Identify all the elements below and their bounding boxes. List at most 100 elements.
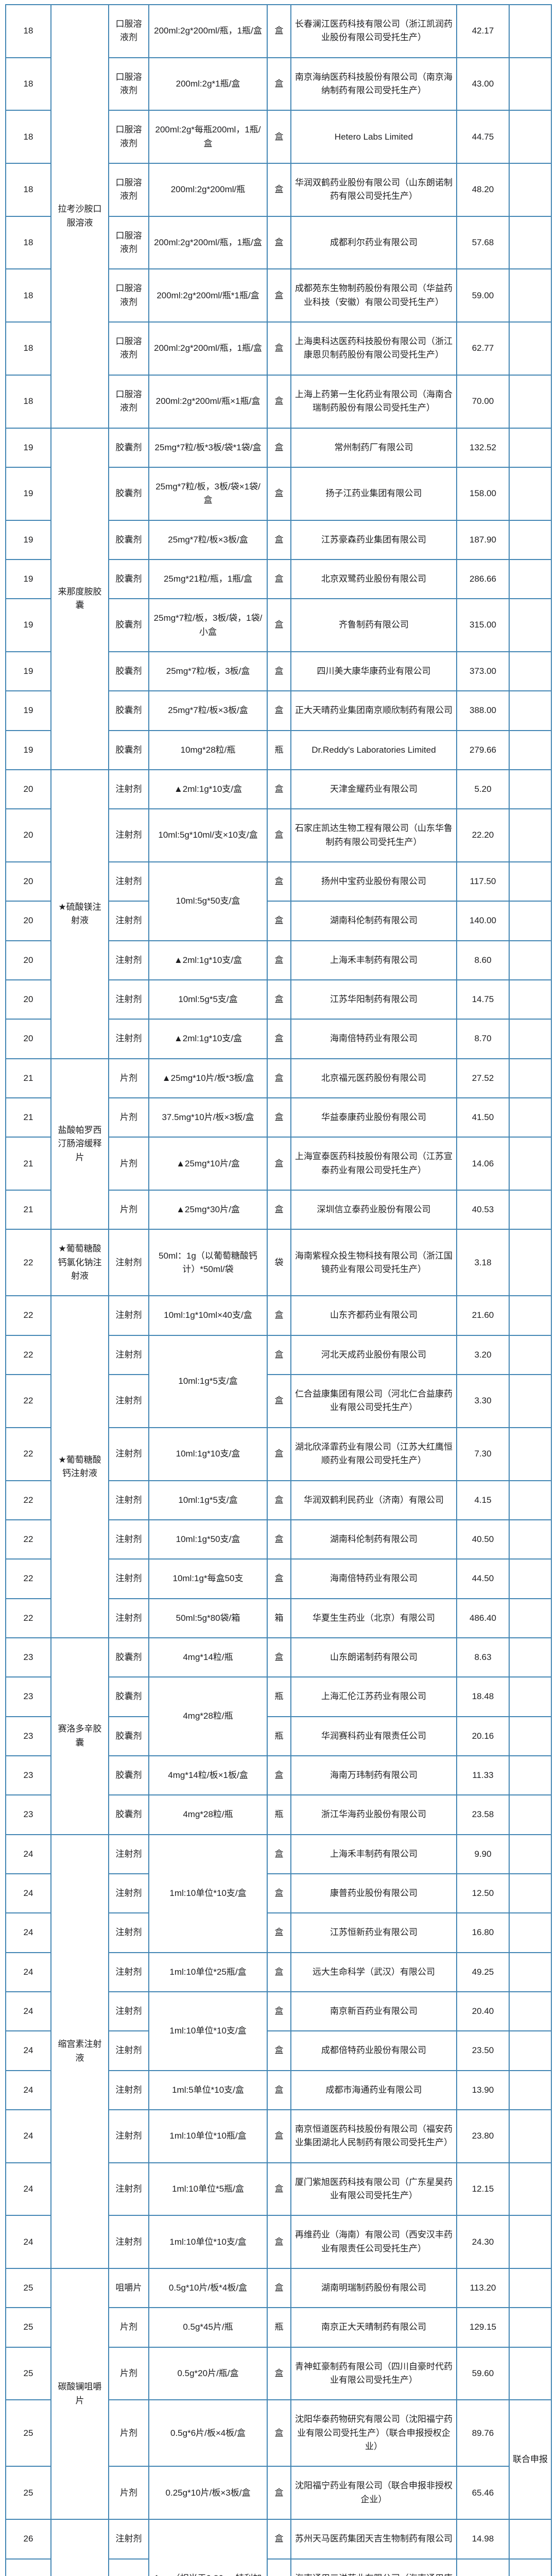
dosage-form-cell: 胶囊剂 [108, 1755, 149, 1796]
unit-cell: 盒 [267, 2215, 291, 2269]
unit-cell: 盒 [267, 1637, 291, 1678]
remark-cell [509, 2268, 552, 2309]
dosage-form-cell: 注射剂 [108, 1295, 149, 1336]
dosage-form-cell: 注射剂 [108, 2215, 149, 2269]
price-cell: 43.00 [456, 57, 510, 111]
company-cell: 湖南明瑞制药股份有限公司 [290, 2268, 457, 2309]
unit-cell: 瓶 [267, 730, 291, 770]
company-cell: 成都倍特药业股份有限公司 [290, 2030, 457, 2071]
unit-cell: 盒 [267, 1058, 291, 1099]
unit-cell: 盒 [267, 215, 291, 270]
dosage-form-cell: 片剂 [108, 1058, 149, 1099]
unit-cell: 盒 [267, 519, 291, 560]
spec-cell: 25mg*7粒/板，3板/袋，1袋/小盒 [148, 598, 268, 652]
table-row: 22 注射剂 10ml:1g*每盒50支盒海南倍特药业有限公司 44.50 [5, 1558, 552, 1599]
row-number-cell: 24 [5, 1873, 51, 1914]
drug-price-table: 18 拉考沙胺口服溶液 口服溶液剂 200ml:2g*200ml/瓶，1瓶/盒盒长春澜… [5, 4, 552, 2576]
table-row: 25 片剂 0.25g*10片/板×3板/盒盒沈阳福宁药业有限公司（联合申报非授权企… [5, 2466, 551, 2520]
remark-cell [509, 163, 552, 217]
spec-cell: 200ml:2g*200ml/瓶，1瓶/盒 [148, 321, 268, 376]
table-row: 24 注射剂 盒江苏恒新药业有限公司 16.80 [5, 1912, 552, 1953]
table-row: 24 注射剂 1ml:10单位*10支/盒盒南京新百药业有限公司 20.40 [5, 1991, 552, 2071]
unit-cell: 盒 [267, 2346, 291, 2401]
price-cell: 113.20 [456, 2268, 510, 2309]
spec-cell: 10ml:1g*5支/盒 [148, 1480, 268, 1520]
dosage-form-cell: 注射剂 [108, 1229, 149, 1297]
remark-cell [509, 215, 552, 270]
company-cell: 湖北欣泽霏药业有限公司（江苏大红鹰恒顺药业有限公司受托生产） [290, 1427, 457, 1481]
spec-cell: 25mg*7粒/板×3板/盒 [148, 690, 268, 731]
spec-cell: 4mg*28粒/瓶 [148, 1676, 268, 1756]
company-cell: 海南通用三洋药业有限公司（海南通用康力制药有限公司受托生产） [290, 2558, 457, 2576]
company-cell: 苏州天马医药集团天吉生物制药有限公司 [290, 2519, 457, 2560]
company-cell: 成都市海通药业有限公司 [290, 2070, 457, 2111]
price-cell: 40.50 [456, 1519, 510, 1560]
unit-cell: 盒 [267, 1190, 291, 1230]
unit-cell: 盒 [267, 2519, 291, 2560]
table-row: 22 ★葡萄糖酸钙氯化钠注射液 注射剂 50ml：1g（以葡萄糖酸钙计）*50ml/袋… [5, 1229, 552, 1297]
dosage-form-cell: 注射剂 [108, 901, 149, 941]
table-row: 26 注射剂 盒海南通用三洋药业有限公司（海南通用康力制药有限公司受托生产）15.9… [5, 2558, 552, 2576]
company-cell: 厦门紫旭医药科技有限公司（广东星昊药业有限公司受托生产） [290, 2162, 457, 2216]
company-cell: 湖南科伦制药有限公司 [290, 1519, 457, 1560]
company-cell: 上海禾丰制药有限公司 [290, 940, 457, 981]
unit-cell: 盒 [267, 2030, 291, 2071]
remark-cell [509, 730, 552, 770]
price-cell: 5.20 [456, 769, 510, 810]
table-row: 20 注射剂 10ml:5g*5支/盒盒江苏华阳制药有限公司 14.75 [5, 979, 552, 1020]
spec-cell: 1ml:5单位*10支/盒 [148, 2070, 268, 2111]
table-row: 23 赛洛多辛胶囊 胶囊剂 4mg*14粒/瓶盒山东朗诺制药有限公司 8.63 [5, 1637, 552, 1835]
company-cell: 扬子江药业集团有限公司 [290, 466, 457, 521]
dosage-form-cell: 注射剂 [108, 1834, 149, 1874]
price-cell: 279.66 [456, 730, 510, 770]
price-cell: 286.66 [456, 558, 510, 600]
dosage-form-cell: 片剂 [108, 2307, 149, 2348]
remark-cell [509, 1190, 552, 1230]
table-row: 22 注射剂 10ml:1g*10支/盒盒湖北欣泽霏药业有限公司（江苏大红鹰恒顺药业… [5, 1427, 552, 1481]
unit-cell: 盒 [267, 1480, 291, 1520]
spec-cell: 50ml：1g（以葡萄糖酸钙计）*50ml/袋 [148, 1229, 268, 1297]
price-cell: 14.98 [456, 2519, 510, 2560]
price-cell: 23.50 [456, 2030, 510, 2071]
company-cell: 仁合益康集团有限公司（河北仁合益康药业有限公司受托生产） [290, 1374, 457, 1428]
remark-cell [509, 2558, 552, 2576]
row-number-cell: 20 [5, 861, 51, 902]
dosage-form-cell: 注射剂 [108, 1374, 149, 1428]
company-cell: 山东齐都药业有限公司 [290, 1295, 457, 1336]
price-cell: 388.00 [456, 690, 510, 731]
remark-cell [509, 2346, 552, 2401]
table-row: 24 注射剂 盒成都倍特药业股份有限公司 23.50 [5, 2030, 552, 2071]
remark-cell [509, 374, 552, 429]
table-row: 23 胶囊剂 4mg*28粒/瓶瓶浙江华海药业股份有限公司 23.58 [5, 1794, 552, 1835]
company-cell: 山东朗诺制药有限公司 [290, 1637, 457, 1678]
price-cell: 7.30 [456, 1427, 510, 1481]
unit-cell: 盒 [267, 2399, 291, 2467]
unit-cell: 盒 [267, 1755, 291, 1796]
dosage-form-cell: 注射剂 [108, 2070, 149, 2111]
unit-cell: 瓶 [267, 1794, 291, 1835]
dosage-form-cell: 口服溶液剂 [108, 321, 149, 376]
dosage-form-cell: 注射剂 [108, 1019, 149, 1059]
dosage-form-cell: 注射剂 [108, 1912, 149, 1953]
row-number-cell: 24 [5, 1912, 51, 1953]
drug-price-table-body: 18 拉考沙胺口服溶液 口服溶液剂 200ml:2g*200ml/瓶，1瓶/盒盒长春澜… [5, 4, 552, 2576]
company-cell: 常州制药厂有限公司 [290, 427, 457, 468]
remark-cell [509, 2109, 552, 2163]
drug-name-cell: 缩宫素注射液 [50, 1834, 109, 2269]
remark-cell [509, 1952, 552, 1992]
price-cell: 11.33 [456, 1755, 510, 1796]
dosage-form-cell: 注射剂 [108, 1480, 149, 1520]
row-number-cell: 23 [5, 1716, 51, 1756]
dosage-form-cell: 注射剂 [108, 2558, 149, 2576]
price-cell: 14.75 [456, 979, 510, 1020]
row-number-cell: 18 [5, 321, 51, 376]
company-cell: 正大天晴药业集团南京顺欣制药有限公司 [290, 690, 457, 731]
table-row: 19 胶囊剂 25mg*7粒/板×3板/盒盒正大天晴药业集团南京顺欣制药有限公司 38… [5, 690, 552, 731]
dosage-form-cell: 注射剂 [108, 769, 149, 810]
price-cell: 23.58 [456, 1794, 510, 1835]
remark-cell [509, 979, 552, 1020]
remark-cell [509, 1097, 552, 1138]
remark-cell [509, 1873, 552, 1914]
spec-cell: ▲2ml:1g*10支/盒 [148, 940, 268, 981]
table-row: 24 注射剂 1ml:10单位*10瓶/盒盒南京恒道医药科技股份有限公司（福安药业集… [5, 2109, 552, 2163]
